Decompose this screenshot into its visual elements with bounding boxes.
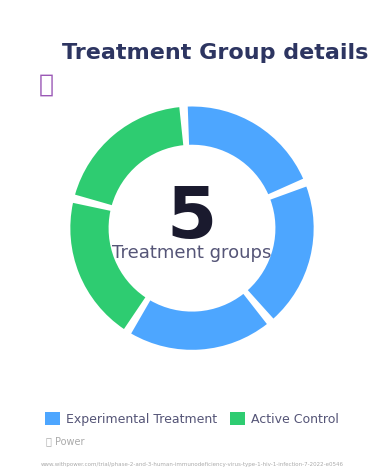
Text: 5: 5 xyxy=(167,184,217,253)
Wedge shape xyxy=(70,203,146,329)
Text: Treatment Group details: Treatment Group details xyxy=(62,43,368,63)
Wedge shape xyxy=(131,294,267,350)
Text: 🔰 Power: 🔰 Power xyxy=(46,435,84,445)
Wedge shape xyxy=(248,187,314,319)
Text: 👥: 👥 xyxy=(38,73,53,97)
Text: www.withpower.com/trial/phase-2-and-3-human-immunodeficiency-virus-type-1-hiv-1-: www.withpower.com/trial/phase-2-and-3-hu… xyxy=(40,462,344,466)
Wedge shape xyxy=(75,108,183,206)
Legend: Experimental Treatment, Active Control: Experimental Treatment, Active Control xyxy=(40,407,344,431)
Text: Treatment groups: Treatment groups xyxy=(112,244,272,262)
Wedge shape xyxy=(188,107,303,195)
